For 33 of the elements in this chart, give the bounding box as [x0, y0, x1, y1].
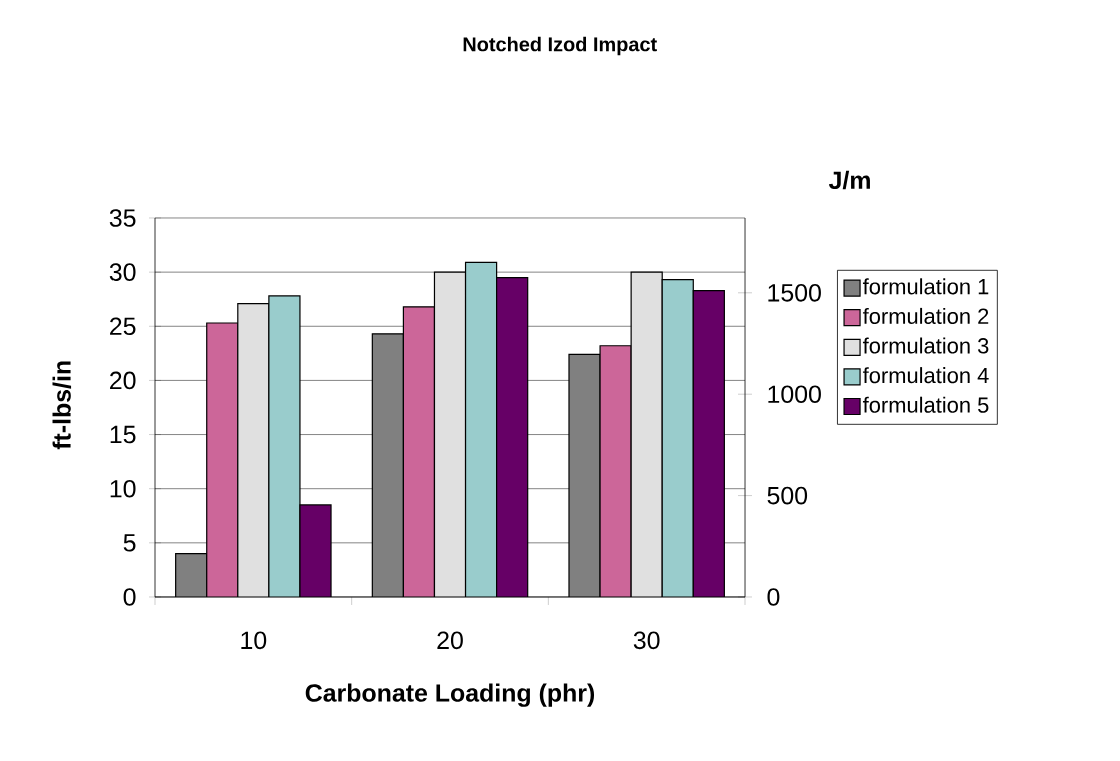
- y-tick-label: 25: [110, 317, 136, 336]
- y-tick-label: 5: [123, 534, 136, 552]
- legend-label: formulation 3: [862, 337, 989, 354]
- chart-title: Notched Izod Impact: [463, 36, 657, 56]
- bar: [661, 279, 694, 597]
- y-axis-title: ft-lbs/in: [52, 361, 72, 450]
- bar: [237, 303, 269, 597]
- x-tick-label: 20: [437, 631, 463, 650]
- legend-label: formulation 1: [862, 278, 989, 295]
- x-tick-label: 10: [241, 631, 267, 650]
- y-tick-label: 10: [110, 479, 136, 498]
- y2-tick-label: 500: [767, 486, 808, 505]
- bar: [465, 262, 497, 597]
- x-axis-title: Carbonate Loading (phr): [305, 683, 595, 707]
- y-tick-label: 35: [109, 209, 136, 227]
- y2-tick-label: 0: [767, 588, 780, 606]
- y2-axis-title: J/m: [828, 170, 870, 190]
- y-tick-label: 30: [109, 263, 136, 281]
- bar: [268, 295, 300, 597]
- y-tick-label: 0: [123, 588, 136, 606]
- y-tick-label: 15: [110, 425, 136, 444]
- y-tick-label: 20: [110, 371, 136, 390]
- bar: [299, 504, 332, 597]
- legend-label: formulation 2: [862, 307, 989, 324]
- y2-tick-label: 1500: [768, 283, 821, 302]
- legend-label: formulation 5: [862, 396, 989, 413]
- bar: [630, 271, 663, 597]
- bar: [692, 289, 725, 597]
- y2-tick-label: 1000: [768, 385, 821, 404]
- bar: [434, 272, 466, 597]
- x-tick-label: 30: [633, 631, 660, 650]
- bar: [496, 277, 528, 597]
- legend-label: formulation 4: [862, 367, 989, 384]
